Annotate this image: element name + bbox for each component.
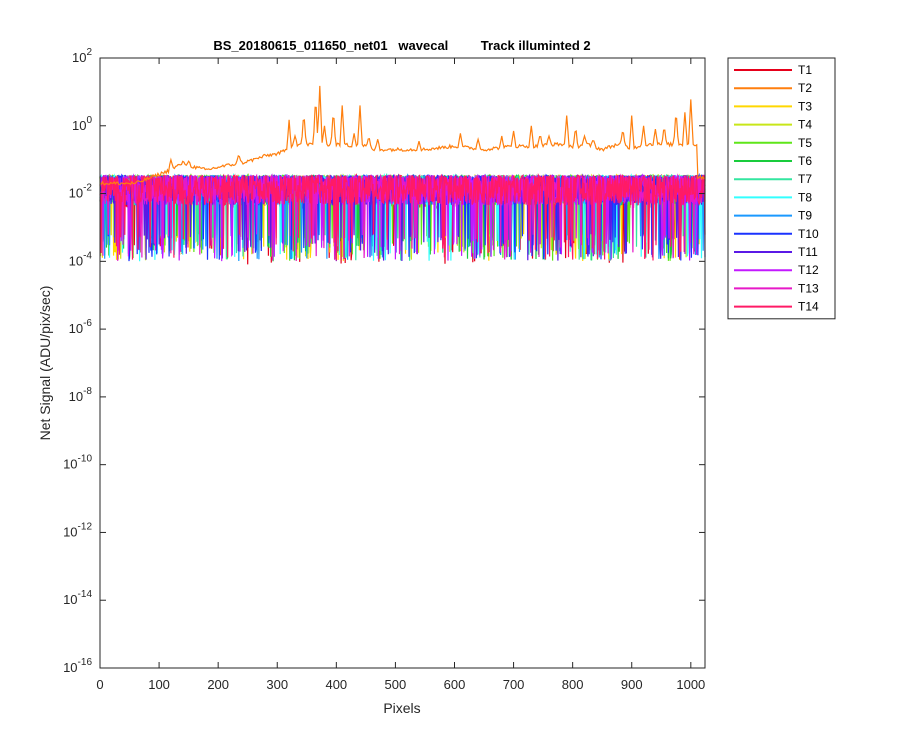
legend-entry: T10 <box>798 227 819 241</box>
x-tick-label: 700 <box>503 677 525 692</box>
y-tick-label: 10-4 <box>69 250 93 268</box>
x-tick-label: 800 <box>562 677 584 692</box>
y-tick-label: 10-16 <box>63 657 92 675</box>
y-tick-label: 102 <box>72 47 92 65</box>
y-tick-label: 10-8 <box>69 386 93 404</box>
legend-entry: T5 <box>798 136 812 150</box>
y-tick-label: 10-12 <box>63 521 92 539</box>
y-tick-label: 10-2 <box>69 183 93 201</box>
legend-entry: T3 <box>798 99 812 113</box>
legend-entry: T9 <box>798 209 812 223</box>
x-tick-label: 100 <box>148 677 170 692</box>
legend-entry: T4 <box>798 118 812 132</box>
series-line-t14 <box>99 173 706 261</box>
series-layer <box>99 85 706 265</box>
legend-entry: T1 <box>798 63 812 77</box>
y-axis: 102 100 10-2 10-4 10-6 10-8 10-10 10-12 10-14 10-… <box>63 47 705 675</box>
legend-entry: T14 <box>798 300 819 314</box>
legend-entry: T6 <box>798 154 812 168</box>
chart-title: BS_20180615_011650_net01 wavecal Track i… <box>213 38 590 53</box>
y-tick-label: 10-6 <box>69 318 93 336</box>
y-tick-label: 10-14 <box>63 589 92 607</box>
x-tick-label: 300 <box>266 677 288 692</box>
x-tick-label: 200 <box>207 677 229 692</box>
legend-entry: T12 <box>798 263 819 277</box>
x-tick-label: 0 <box>96 677 103 692</box>
y-axis-label: Net Signal (ADU/pix/sec) <box>37 286 53 441</box>
legend-entry: T7 <box>798 172 812 186</box>
legend-entry: T13 <box>798 281 819 295</box>
y-tick-label: 10-10 <box>63 454 92 472</box>
x-tick-label: 1000 <box>676 677 705 692</box>
x-axis-label: Pixels <box>383 700 420 716</box>
x-tick-label: 500 <box>385 677 407 692</box>
legend-entry: T11 <box>798 245 818 259</box>
legend: T1 T2 T3 T4 T5 T6 T7 T8 T9 T10 T11 T12 T13 T14 <box>727 57 836 320</box>
x-tick-label: 900 <box>621 677 643 692</box>
x-tick-label: 600 <box>444 677 466 692</box>
y-tick-label: 100 <box>72 115 92 133</box>
x-tick-label: 400 <box>325 677 347 692</box>
plot-frame <box>99 57 706 669</box>
legend-entry: T2 <box>798 81 812 95</box>
series-line-t2 <box>99 85 706 186</box>
legend-box <box>727 57 836 320</box>
plot-background <box>100 58 705 668</box>
legend-entry: T8 <box>798 190 812 204</box>
x-axis: 0 100 200 300 400 500 600 700 800 900 1000 <box>96 58 705 692</box>
